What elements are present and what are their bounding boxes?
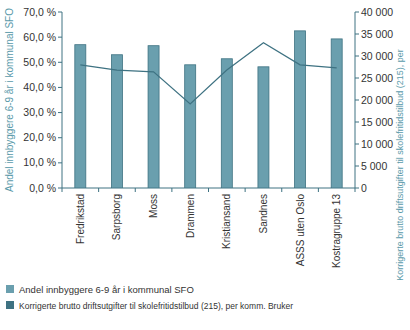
y2-tick [355,34,359,35]
legend-label: Andel innbyggere 6-9 år i kommunal SFO [19,284,194,295]
y2-tick [355,100,359,101]
y-tick [58,62,62,63]
y2-tick [355,56,359,57]
x-tick [62,188,63,192]
line [80,43,336,104]
bar [331,39,342,188]
y2-tick-label: 40 000 [361,6,393,18]
x-tick [318,188,319,192]
legend-swatch [6,301,14,309]
y2-tick [355,166,359,167]
y2-tick-label: 5 000 [361,160,387,172]
y-axis-line [62,12,63,188]
y-tick-label: 40,0 % [23,81,56,93]
x-tick-label: Moss [148,194,159,218]
bar [258,67,269,188]
y2-axis-title: Korrigerte brutto driftsutgifter til sko… [395,49,405,281]
bar [75,45,86,188]
x-tick-label: Kristiansand [221,194,232,249]
x-tick-label: Sandnes [258,194,269,233]
x-tick-label: Drammen [185,194,196,238]
chart: 0,0 % 10,0 % 20,0 % 30,0 % 40,0 % 50,0 % 60,0 … [0,0,410,330]
y2-tick [355,12,359,13]
y-tick-label: 60,0 % [23,31,56,43]
legend-label: Korrigerte brutto driftsutgifter til sko… [19,301,293,311]
y2-tick-label: 0 [361,182,367,194]
y-tick-label: 70,0 % [23,6,56,18]
y-tick [58,162,62,163]
x-tick [135,188,136,192]
y2-tick-label: 15 000 [361,116,393,128]
y-tick-label: 10,0 % [23,156,56,168]
y-tick-label: 0,0 % [29,182,56,194]
y-tick [58,188,62,189]
bar [295,31,306,188]
legend-swatch [6,285,14,293]
x-tick [208,188,209,192]
y2-tick-label: 10 000 [361,138,393,150]
bar [111,55,122,188]
x-tick-label: Sarpsborg [111,194,122,240]
y2-tick [355,122,359,123]
bar [185,65,196,188]
bar [221,59,232,188]
x-tick [171,188,172,192]
x-tick [355,188,356,192]
y-tick [58,112,62,113]
x-tick [281,188,282,192]
x-tick-label: Kostragruppe 13 [331,194,342,268]
plot-area [75,31,342,188]
y2-tick-label: 30 000 [361,50,393,62]
y2-tick-label: 35 000 [361,28,393,40]
y-tick [58,137,62,138]
y-tick-label: 50,0 % [23,56,56,68]
y2-tick [355,188,359,189]
y2-tick-label: 20 000 [361,94,393,106]
y-tick [58,37,62,38]
y2-tick [355,144,359,145]
y-tick-label: 30,0 % [23,106,56,118]
x-tick-label: ASSS uten Oslo [295,194,306,267]
x-tick-label: Fredrikstad [75,194,86,244]
x-tick [245,188,246,192]
y2-tick [355,78,359,79]
bar [148,46,159,188]
x-tick [98,188,99,192]
y-tick [58,12,62,13]
y-axis-title: Andel innbyggere 6-9 år i kommunal SFO [4,8,15,192]
y-tick [58,87,62,88]
y2-tick-label: 25 000 [361,72,393,84]
y-tick-label: 20,0 % [23,131,56,143]
